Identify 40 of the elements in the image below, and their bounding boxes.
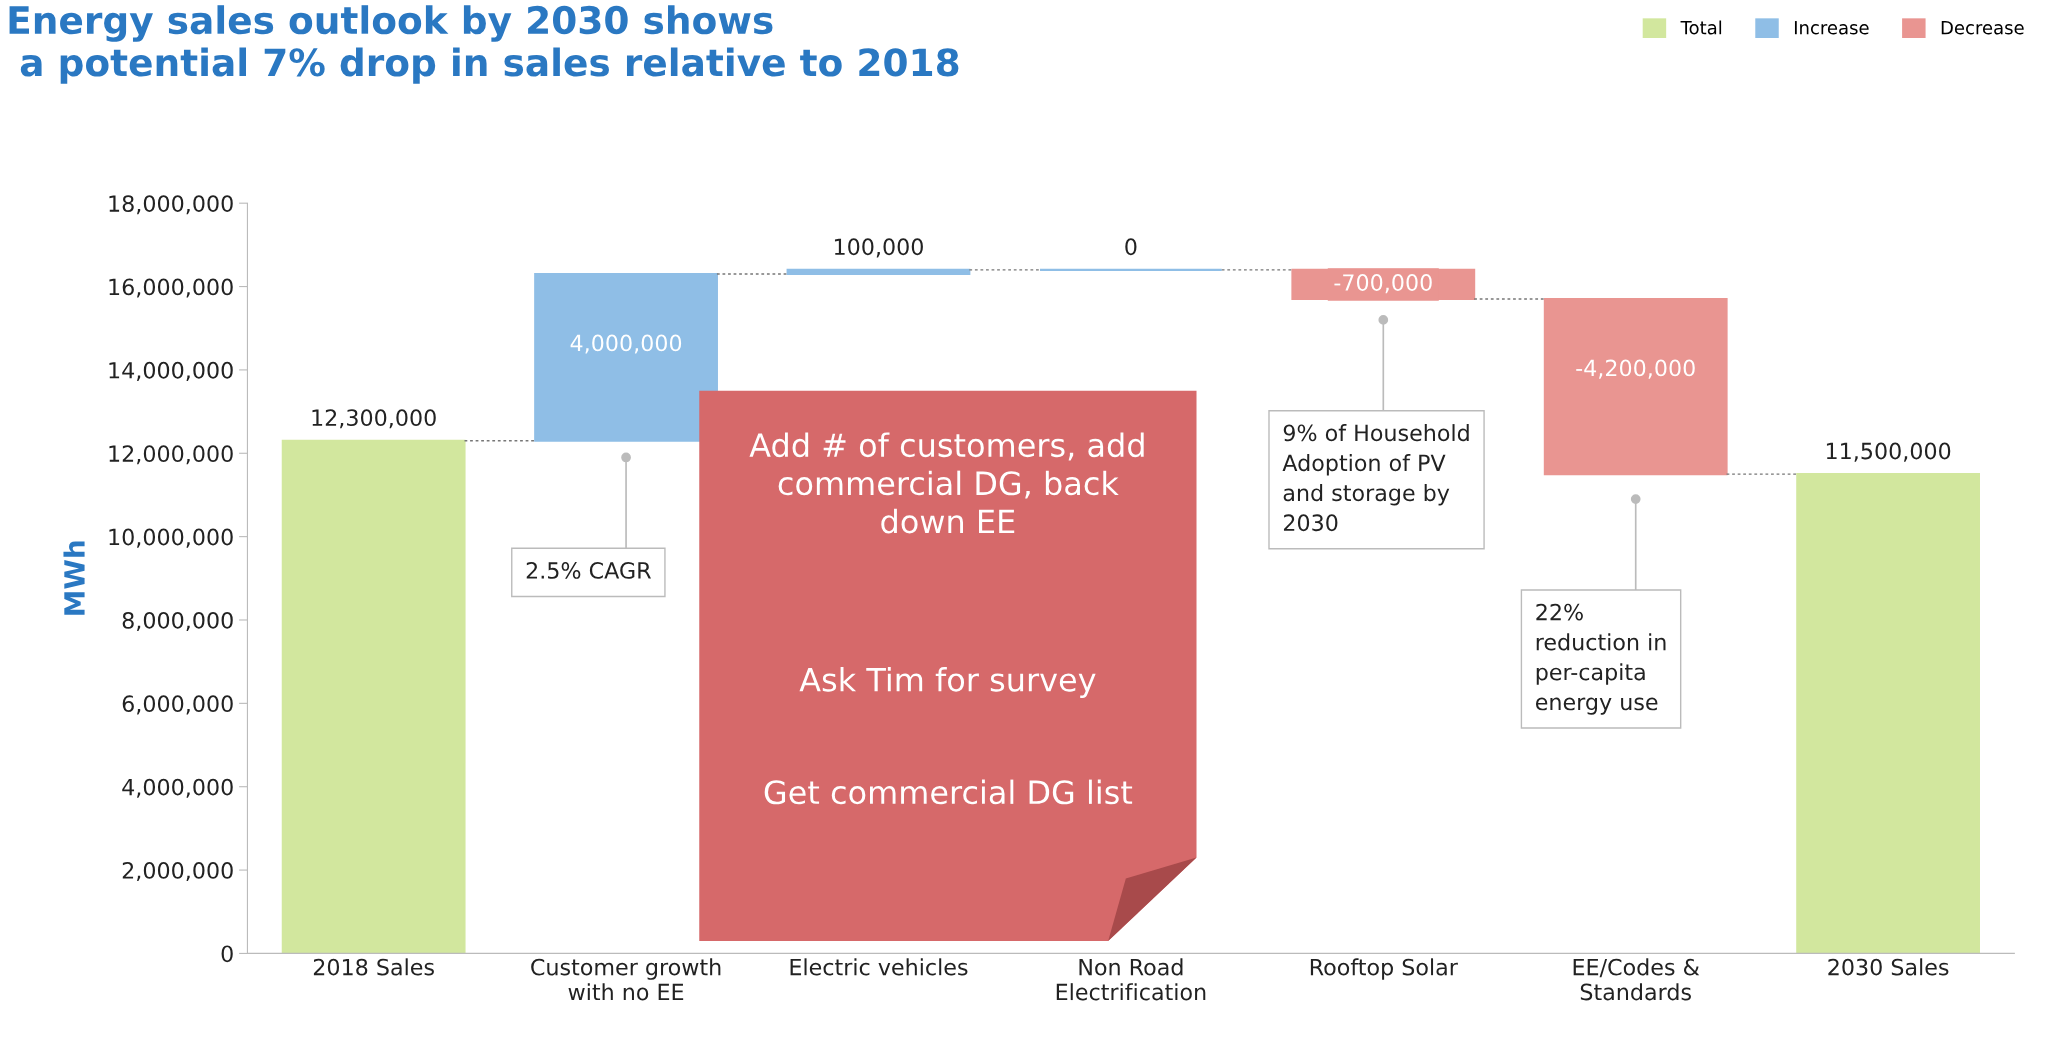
bar: [534, 273, 718, 442]
y-axis-title: MWh: [63, 541, 85, 615]
bar: [1796, 473, 1981, 954]
annotation: Get commercial DG list: [764, 779, 1133, 805]
annotation: Add # of customers, add commercial DG, back down EE: [749, 432, 1144, 534]
annotation: 22% reduction in per-capita energy use: [1535, 603, 1666, 715]
legend-label: Total: [1680, 20, 1722, 35]
y-tick-label: 4,000,000: [122, 778, 233, 798]
bar: [1543, 298, 1728, 476]
data-label: 11,500,000: [1826, 442, 1951, 462]
bar: [786, 268, 971, 276]
y-tick-label: 10,000,000: [109, 528, 233, 548]
y-tick-label: 14,000,000: [109, 361, 233, 381]
y-tick-label: 16,000,000: [109, 278, 233, 298]
y-tick-label: 2,000,000: [122, 862, 233, 882]
bar: [281, 439, 466, 954]
y-tick-label: 8,000,000: [122, 611, 233, 632]
x-tick-label: Electric vehicles: [790, 958, 968, 976]
x-tick-label: Non Road Electrification: [1056, 958, 1206, 1001]
legend-label: Increase: [1794, 21, 1869, 35]
data-label: 12,300,000: [312, 409, 436, 429]
annotation: 9% of Household Adoption of PV and storage by 2030: [1282, 424, 1469, 532]
x-tick-label: 2030 Sales: [1828, 958, 1949, 976]
x-tick-label: Rooftop Solar: [1310, 958, 1458, 980]
annotation: Ask Tim for survey: [799, 667, 1096, 698]
y-tick-label: 6,000,000: [122, 695, 233, 715]
legend-label: Decrease: [1941, 21, 2024, 35]
data-label: 100,000: [834, 238, 923, 258]
y-tick-label: 12,000,000: [109, 445, 233, 465]
x-tick-label: Customer growth with no EE: [531, 958, 721, 1001]
y-tick-label: 18,000,000: [109, 195, 233, 215]
annotation: 2.5% CAGR: [526, 562, 651, 579]
x-tick-label: 2018 Sales: [313, 958, 434, 976]
x-tick-label: EE/Codes & Standards: [1573, 958, 1700, 1001]
data-label: -4,200,000: [1576, 359, 1695, 379]
chart-title: Energy sales outlook by 2030 shows a potential 7% drop in sales relative to 2018: [9, 5, 959, 84]
y-tick-label: 0: [221, 945, 233, 963]
data-label: -700,000: [1334, 274, 1432, 294]
data-label: 0: [1125, 238, 1137, 256]
data-label: 4,000,000: [570, 334, 682, 354]
